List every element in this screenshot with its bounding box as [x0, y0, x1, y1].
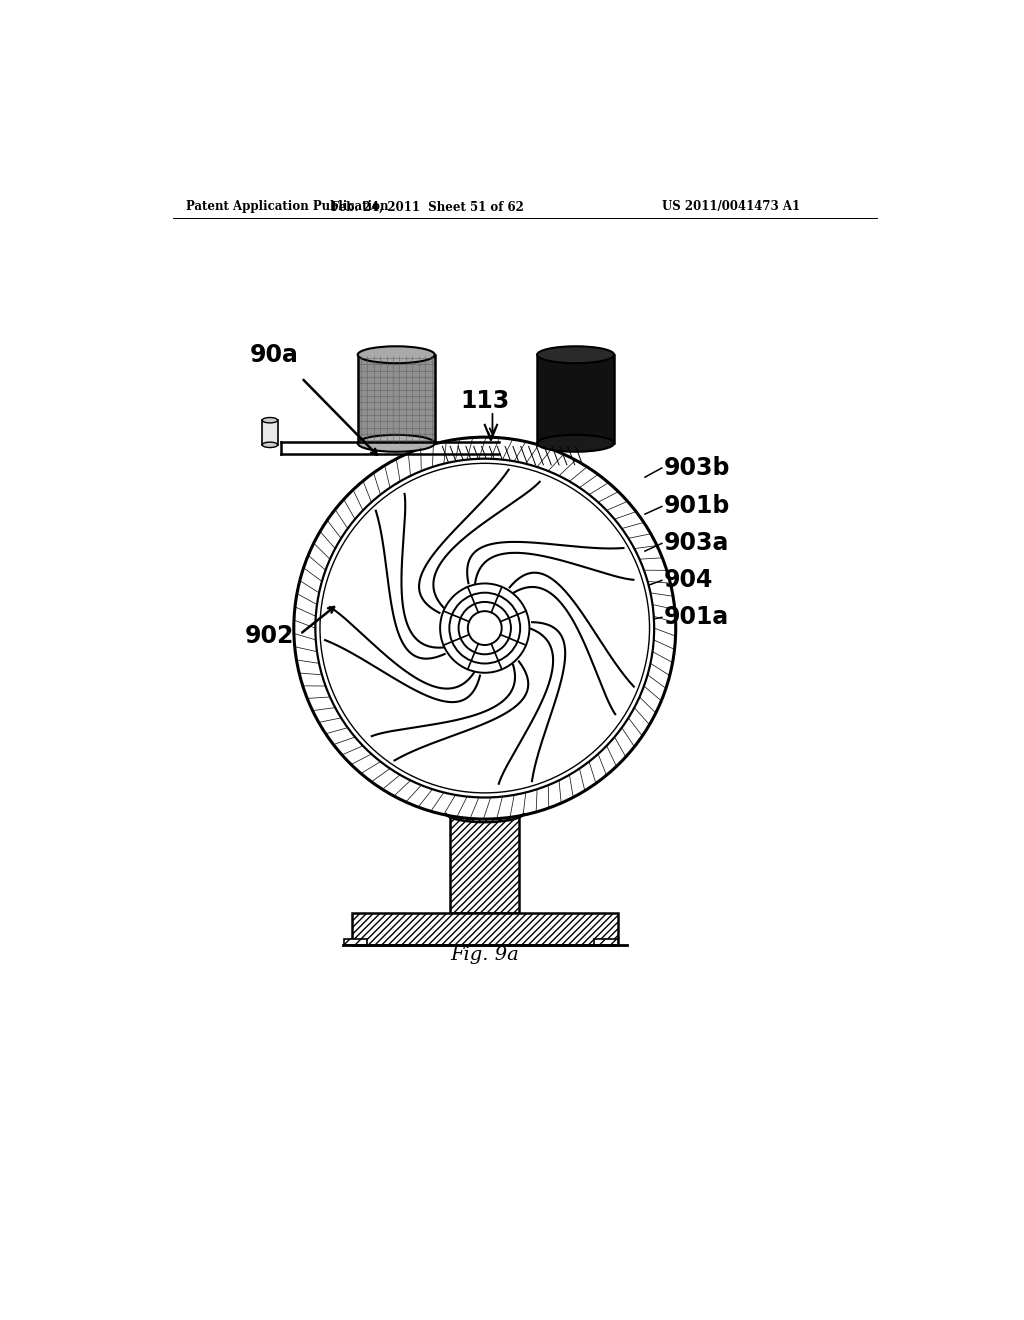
- Bar: [262, 420, 278, 445]
- Text: Patent Application Publication: Patent Application Publication: [186, 201, 388, 214]
- Ellipse shape: [357, 346, 435, 363]
- Bar: [595, 940, 617, 945]
- Text: 903b: 903b: [664, 455, 730, 480]
- Ellipse shape: [538, 434, 614, 451]
- Circle shape: [315, 459, 654, 797]
- Ellipse shape: [262, 442, 278, 447]
- Ellipse shape: [538, 346, 614, 363]
- Bar: [451, 813, 519, 913]
- Circle shape: [468, 611, 502, 645]
- Text: 113: 113: [460, 389, 509, 413]
- Text: Feb. 24, 2011  Sheet 51 of 62: Feb. 24, 2011 Sheet 51 of 62: [331, 201, 523, 214]
- Text: 903a: 903a: [664, 532, 729, 556]
- Circle shape: [459, 602, 511, 655]
- Bar: [357, 355, 435, 444]
- Text: 904: 904: [664, 569, 713, 593]
- Text: 901b: 901b: [664, 495, 730, 519]
- Ellipse shape: [262, 417, 278, 422]
- Text: US 2011/0041473 A1: US 2011/0041473 A1: [662, 201, 800, 214]
- Ellipse shape: [357, 434, 435, 451]
- Text: 90a: 90a: [250, 343, 299, 367]
- Bar: [352, 913, 617, 945]
- Bar: [344, 940, 368, 945]
- Circle shape: [440, 583, 529, 673]
- Circle shape: [450, 593, 520, 664]
- Text: 902: 902: [245, 624, 294, 648]
- Text: Fig. 9a: Fig. 9a: [451, 946, 519, 965]
- Bar: [538, 355, 614, 444]
- Text: 901a: 901a: [664, 606, 729, 630]
- Circle shape: [294, 437, 676, 818]
